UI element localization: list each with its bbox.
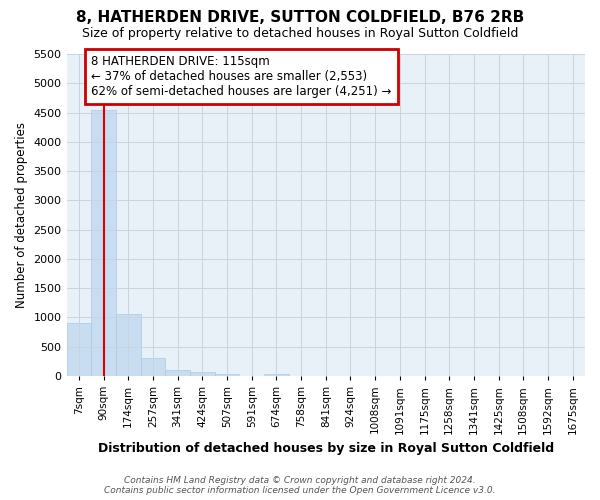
Bar: [215, 374, 239, 376]
Bar: [67, 323, 91, 376]
Y-axis label: Number of detached properties: Number of detached properties: [15, 122, 28, 308]
Bar: [165, 370, 190, 376]
Text: 8, HATHERDEN DRIVE, SUTTON COLDFIELD, B76 2RB: 8, HATHERDEN DRIVE, SUTTON COLDFIELD, B7…: [76, 10, 524, 25]
Bar: [91, 110, 116, 376]
Text: Size of property relative to detached houses in Royal Sutton Coldfield: Size of property relative to detached ho…: [82, 28, 518, 40]
Bar: [140, 358, 165, 376]
X-axis label: Distribution of detached houses by size in Royal Sutton Coldfield: Distribution of detached houses by size …: [98, 442, 554, 455]
Bar: [116, 314, 140, 376]
Text: Contains HM Land Registry data © Crown copyright and database right 2024.
Contai: Contains HM Land Registry data © Crown c…: [104, 476, 496, 495]
Bar: [190, 372, 215, 376]
Text: 8 HATHERDEN DRIVE: 115sqm
← 37% of detached houses are smaller (2,553)
62% of se: 8 HATHERDEN DRIVE: 115sqm ← 37% of detac…: [91, 55, 392, 98]
Bar: [264, 374, 289, 376]
